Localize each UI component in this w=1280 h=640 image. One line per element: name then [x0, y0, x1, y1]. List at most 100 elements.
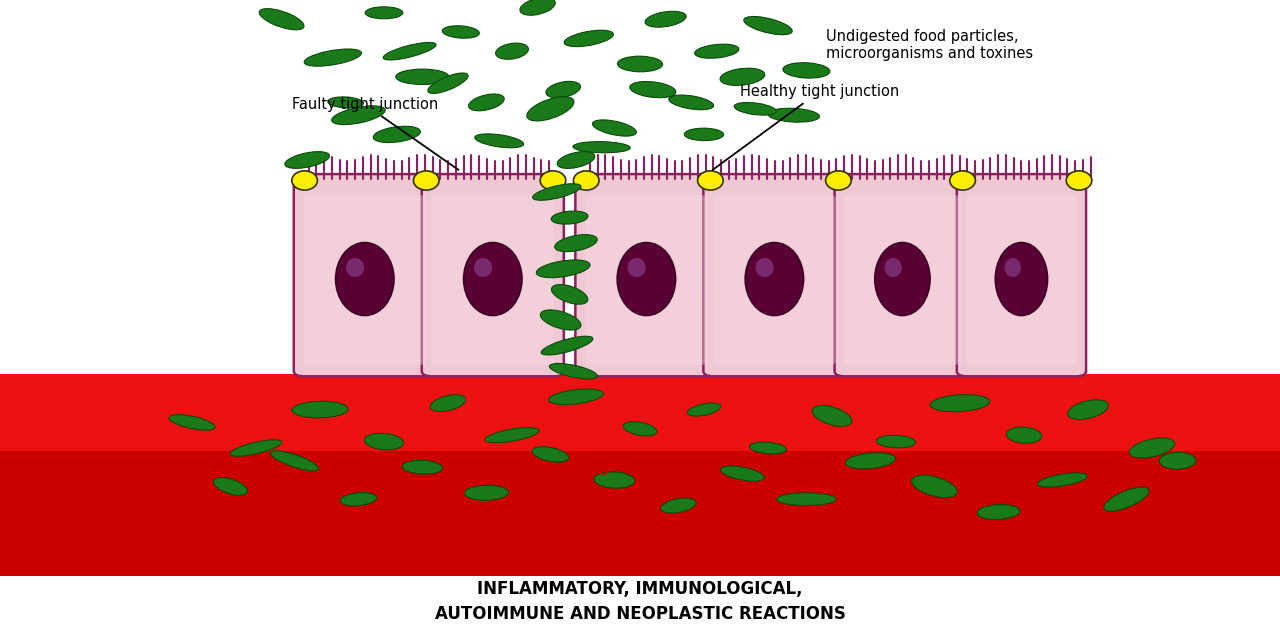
Ellipse shape [292, 171, 317, 190]
Ellipse shape [1066, 171, 1092, 190]
Ellipse shape [335, 243, 394, 316]
Ellipse shape [527, 97, 573, 121]
Ellipse shape [536, 260, 590, 278]
FancyBboxPatch shape [957, 174, 1085, 376]
Ellipse shape [685, 128, 723, 141]
Ellipse shape [540, 171, 566, 190]
Ellipse shape [557, 152, 595, 168]
Ellipse shape [549, 364, 598, 379]
Text: Blood capillaries: Blood capillaries [467, 463, 608, 478]
Bar [0, 636, 1280, 640]
Ellipse shape [874, 243, 931, 316]
Ellipse shape [931, 395, 989, 412]
Ellipse shape [630, 81, 676, 98]
FancyBboxPatch shape [835, 174, 970, 376]
Ellipse shape [627, 258, 646, 277]
Ellipse shape [777, 493, 836, 506]
Bar [0, 593, 1280, 596]
Ellipse shape [305, 49, 361, 66]
Ellipse shape [721, 466, 764, 481]
Text: Undigested food particles,
microorganisms and toxines: Undigested food particles, microorganism… [826, 29, 1033, 61]
Bar [0, 585, 1280, 589]
FancyBboxPatch shape [294, 174, 435, 376]
Text: Faulty tight junction: Faulty tight junction [292, 97, 458, 170]
FancyBboxPatch shape [966, 195, 1076, 365]
Ellipse shape [532, 184, 581, 200]
Ellipse shape [532, 447, 568, 462]
Ellipse shape [169, 415, 215, 430]
Ellipse shape [285, 152, 329, 168]
Ellipse shape [270, 451, 319, 471]
FancyBboxPatch shape [585, 195, 708, 365]
Ellipse shape [617, 56, 663, 72]
Bar [0, 621, 1280, 625]
Bar [0, 600, 1280, 604]
Bar [0, 607, 1280, 611]
Text: INFLAMMATORY, IMMUNOLOGICAL,
AUTOIMMUNE AND NEOPLASTIC REACTIONS: INFLAMMATORY, IMMUNOLOGICAL, AUTOIMMUNE … [435, 580, 845, 623]
Ellipse shape [911, 476, 957, 497]
Ellipse shape [463, 243, 522, 316]
Ellipse shape [292, 401, 348, 418]
Ellipse shape [468, 94, 504, 111]
Ellipse shape [845, 453, 896, 468]
FancyBboxPatch shape [303, 195, 426, 365]
Bar [0, 578, 1280, 582]
Ellipse shape [573, 141, 630, 153]
Ellipse shape [768, 108, 819, 122]
Ellipse shape [623, 422, 657, 436]
Ellipse shape [1006, 427, 1042, 444]
Ellipse shape [332, 106, 385, 125]
Bar [0, 604, 1280, 607]
Ellipse shape [813, 406, 851, 426]
Ellipse shape [977, 504, 1020, 520]
Ellipse shape [328, 97, 364, 108]
Ellipse shape [721, 68, 764, 85]
Ellipse shape [413, 171, 439, 190]
Ellipse shape [465, 485, 508, 500]
Ellipse shape [545, 81, 581, 98]
Ellipse shape [564, 30, 613, 47]
Ellipse shape [996, 243, 1047, 316]
Ellipse shape [950, 171, 975, 190]
FancyBboxPatch shape [704, 174, 845, 376]
Bar [0, 618, 1280, 621]
Ellipse shape [1005, 258, 1021, 277]
Ellipse shape [402, 460, 443, 474]
Ellipse shape [540, 310, 581, 330]
Ellipse shape [552, 211, 588, 224]
Ellipse shape [230, 440, 282, 456]
Ellipse shape [1160, 452, 1196, 469]
FancyBboxPatch shape [431, 195, 554, 365]
Ellipse shape [660, 498, 696, 513]
Ellipse shape [495, 43, 529, 60]
Ellipse shape [750, 442, 786, 454]
Ellipse shape [744, 17, 792, 35]
Bar [0, 614, 1280, 618]
Ellipse shape [593, 120, 636, 136]
Ellipse shape [541, 336, 593, 355]
Ellipse shape [430, 395, 466, 412]
Ellipse shape [365, 433, 403, 450]
Ellipse shape [365, 7, 403, 19]
Ellipse shape [1103, 487, 1149, 511]
Ellipse shape [552, 285, 588, 304]
Ellipse shape [428, 73, 468, 93]
Ellipse shape [396, 69, 449, 84]
Ellipse shape [745, 243, 804, 316]
FancyBboxPatch shape [845, 195, 960, 365]
Bar [0, 374, 1280, 451]
Ellipse shape [554, 235, 598, 252]
Bar [0, 374, 1280, 640]
Bar [0, 629, 1280, 633]
Ellipse shape [1129, 438, 1175, 458]
Bar [0, 596, 1280, 600]
Ellipse shape [374, 126, 420, 143]
Bar [0, 576, 1280, 640]
Ellipse shape [346, 258, 365, 277]
Bar [0, 611, 1280, 614]
Ellipse shape [645, 12, 686, 27]
Ellipse shape [520, 0, 556, 15]
Ellipse shape [755, 258, 774, 277]
Bar [0, 625, 1280, 629]
Text: Healthy tight junction: Healthy tight junction [713, 84, 899, 170]
